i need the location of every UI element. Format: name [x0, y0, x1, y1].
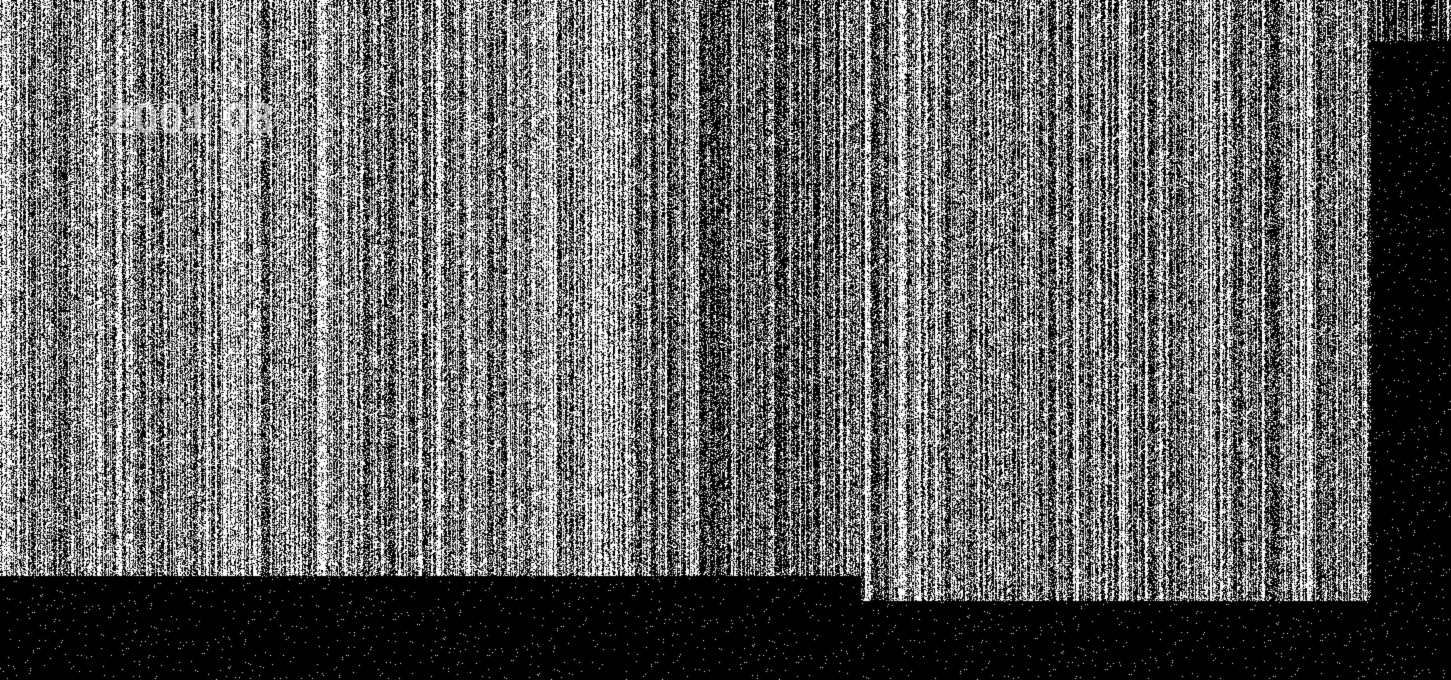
- film-scan-frame: 2001 08: [0, 0, 1451, 680]
- vertical-stripe-texture: [0, 0, 1451, 680]
